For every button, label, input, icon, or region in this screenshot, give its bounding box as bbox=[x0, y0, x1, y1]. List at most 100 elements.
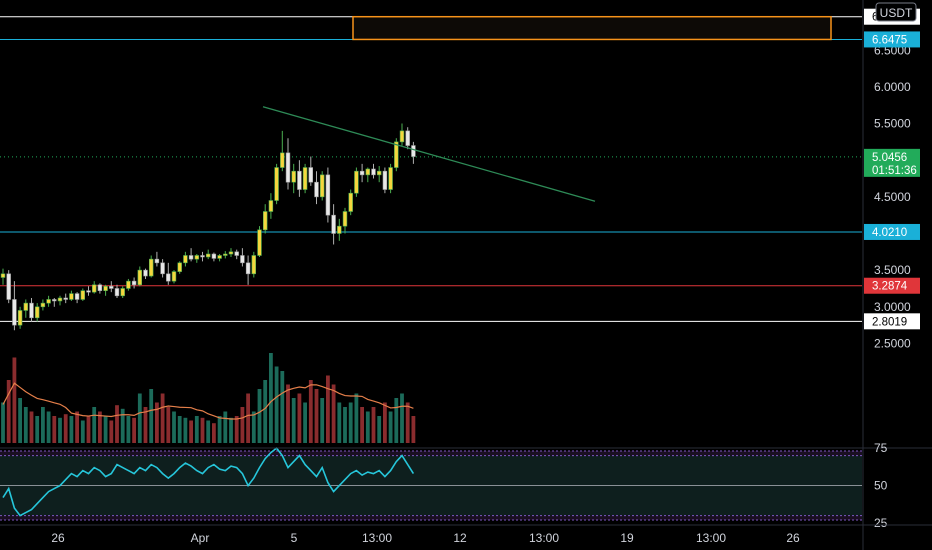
candle-body bbox=[223, 253, 228, 256]
volume-bar bbox=[103, 416, 108, 443]
volume-bar bbox=[92, 407, 97, 443]
candle-body bbox=[188, 255, 194, 260]
candle bbox=[17, 306, 23, 329]
candle bbox=[359, 163, 365, 183]
volume-bar bbox=[80, 420, 85, 443]
rsi-oversold-area bbox=[0, 515, 862, 520]
currency-badge-box bbox=[875, 2, 917, 22]
price-tag-box bbox=[864, 223, 920, 240]
price-tag-box bbox=[864, 148, 920, 177]
candle bbox=[0, 268, 6, 285]
candle bbox=[262, 204, 268, 234]
candle bbox=[325, 167, 331, 223]
candle-body bbox=[29, 302, 34, 319]
candle-body bbox=[52, 299, 57, 302]
candle-body bbox=[319, 174, 325, 198]
candle-body bbox=[405, 130, 410, 146]
candle bbox=[29, 298, 34, 322]
candle-body bbox=[354, 170, 359, 194]
candle bbox=[126, 278, 131, 291]
price-pane[interactable] bbox=[0, 15, 862, 331]
candle-body bbox=[268, 200, 274, 212]
candle-body bbox=[206, 253, 211, 258]
price-tick-label: 4.5000 bbox=[874, 190, 911, 204]
volume-bar bbox=[183, 417, 188, 443]
volume-bar bbox=[234, 416, 239, 443]
volume-bar bbox=[69, 416, 74, 443]
candle bbox=[234, 249, 239, 260]
price-tick-label: 3.5000 bbox=[874, 263, 911, 277]
volume-bar bbox=[160, 393, 165, 443]
time-axis[interactable]: 26 Apr 5 13:00 12 13:00 19 13:00 26 bbox=[0, 524, 932, 545]
candle bbox=[405, 127, 410, 150]
volume-bar bbox=[354, 393, 359, 443]
time-tick-label: 19 bbox=[620, 531, 634, 545]
candle-body bbox=[103, 285, 108, 291]
supply-zone-rect[interactable] bbox=[352, 15, 832, 41]
volume-bar bbox=[388, 411, 393, 443]
volume-bar bbox=[115, 405, 119, 443]
candle-body bbox=[217, 255, 222, 259]
candle bbox=[388, 163, 393, 194]
candle-body bbox=[149, 258, 154, 277]
candle bbox=[245, 255, 251, 285]
price-tag-label: 5.0456 bbox=[872, 152, 907, 164]
candle bbox=[302, 163, 308, 194]
candle-body bbox=[177, 262, 182, 272]
volume-bar bbox=[348, 402, 353, 443]
candle bbox=[103, 284, 108, 296]
candle bbox=[257, 226, 262, 257]
candle bbox=[223, 251, 228, 259]
trend-line[interactable] bbox=[262, 106, 596, 202]
currency-badge[interactable]: USDT bbox=[875, 2, 917, 22]
candle bbox=[23, 299, 28, 318]
volume-ma-line bbox=[2, 382, 414, 420]
volume-bar bbox=[320, 398, 325, 443]
candle bbox=[376, 166, 382, 183]
price-tags: 6.95766.64754.02103.28742.80195.045601:5… bbox=[864, 8, 920, 330]
candle bbox=[354, 167, 359, 197]
candle-body bbox=[17, 310, 23, 326]
candle bbox=[120, 286, 125, 299]
candle-body bbox=[97, 284, 103, 291]
volume-bar bbox=[172, 411, 176, 443]
candle bbox=[52, 298, 57, 307]
candle-body bbox=[359, 170, 365, 176]
candle-body bbox=[240, 255, 245, 264]
candle-body bbox=[120, 288, 125, 297]
candle bbox=[57, 295, 63, 306]
candle bbox=[80, 288, 86, 301]
rsi-tick-label: 25 bbox=[874, 516, 888, 530]
volume-bar bbox=[143, 407, 148, 443]
candle-body bbox=[86, 290, 91, 293]
volume-bar bbox=[137, 393, 142, 443]
candle-body bbox=[194, 255, 199, 260]
volume-bar bbox=[246, 393, 250, 443]
candle bbox=[74, 292, 80, 304]
candle-body bbox=[376, 170, 382, 176]
price-tick-label: 6.0000 bbox=[874, 80, 911, 94]
volume-bar bbox=[29, 411, 34, 443]
volume-bar bbox=[120, 408, 125, 443]
candle-body bbox=[285, 152, 291, 183]
candle bbox=[280, 130, 285, 172]
candle bbox=[240, 248, 245, 267]
time-tick-label: 13:00 bbox=[362, 531, 392, 545]
volume-bar bbox=[331, 384, 336, 443]
candle-body bbox=[80, 290, 86, 300]
volume-bar bbox=[132, 417, 136, 443]
candle-body bbox=[262, 211, 268, 231]
volume-bar bbox=[297, 393, 302, 443]
candle-body bbox=[34, 306, 40, 319]
price-tag-label: 3.2874 bbox=[872, 281, 908, 293]
candle bbox=[371, 163, 376, 179]
volume-bar bbox=[360, 407, 364, 443]
price-tag-label: 2.8019 bbox=[872, 316, 907, 328]
volume-bar bbox=[18, 398, 22, 443]
price-tick-label: 5.5000 bbox=[874, 117, 911, 131]
rsi-tick-label: 75 bbox=[874, 441, 888, 455]
price-axis[interactable]: 8.00007.50006.50006.00005.50004.50003.50… bbox=[862, 0, 911, 550]
candle-body bbox=[46, 299, 51, 304]
time-tick-label: 13:00 bbox=[529, 531, 559, 545]
